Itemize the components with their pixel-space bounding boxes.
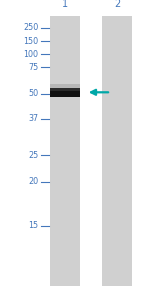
Bar — [50, 16, 80, 286]
Text: 100: 100 — [23, 50, 38, 59]
Bar — [50, 88, 80, 91]
Text: 50: 50 — [28, 89, 38, 98]
Bar — [50, 88, 80, 97]
Text: 15: 15 — [28, 221, 38, 230]
Bar — [102, 16, 132, 286]
Text: 1: 1 — [62, 0, 68, 9]
Text: 25: 25 — [28, 151, 38, 160]
Text: 250: 250 — [23, 23, 38, 32]
Text: 75: 75 — [28, 63, 38, 72]
Text: 20: 20 — [28, 177, 38, 186]
Text: 150: 150 — [23, 37, 38, 45]
Text: 37: 37 — [28, 114, 38, 123]
Text: 2: 2 — [114, 0, 120, 9]
Bar — [50, 84, 80, 88]
